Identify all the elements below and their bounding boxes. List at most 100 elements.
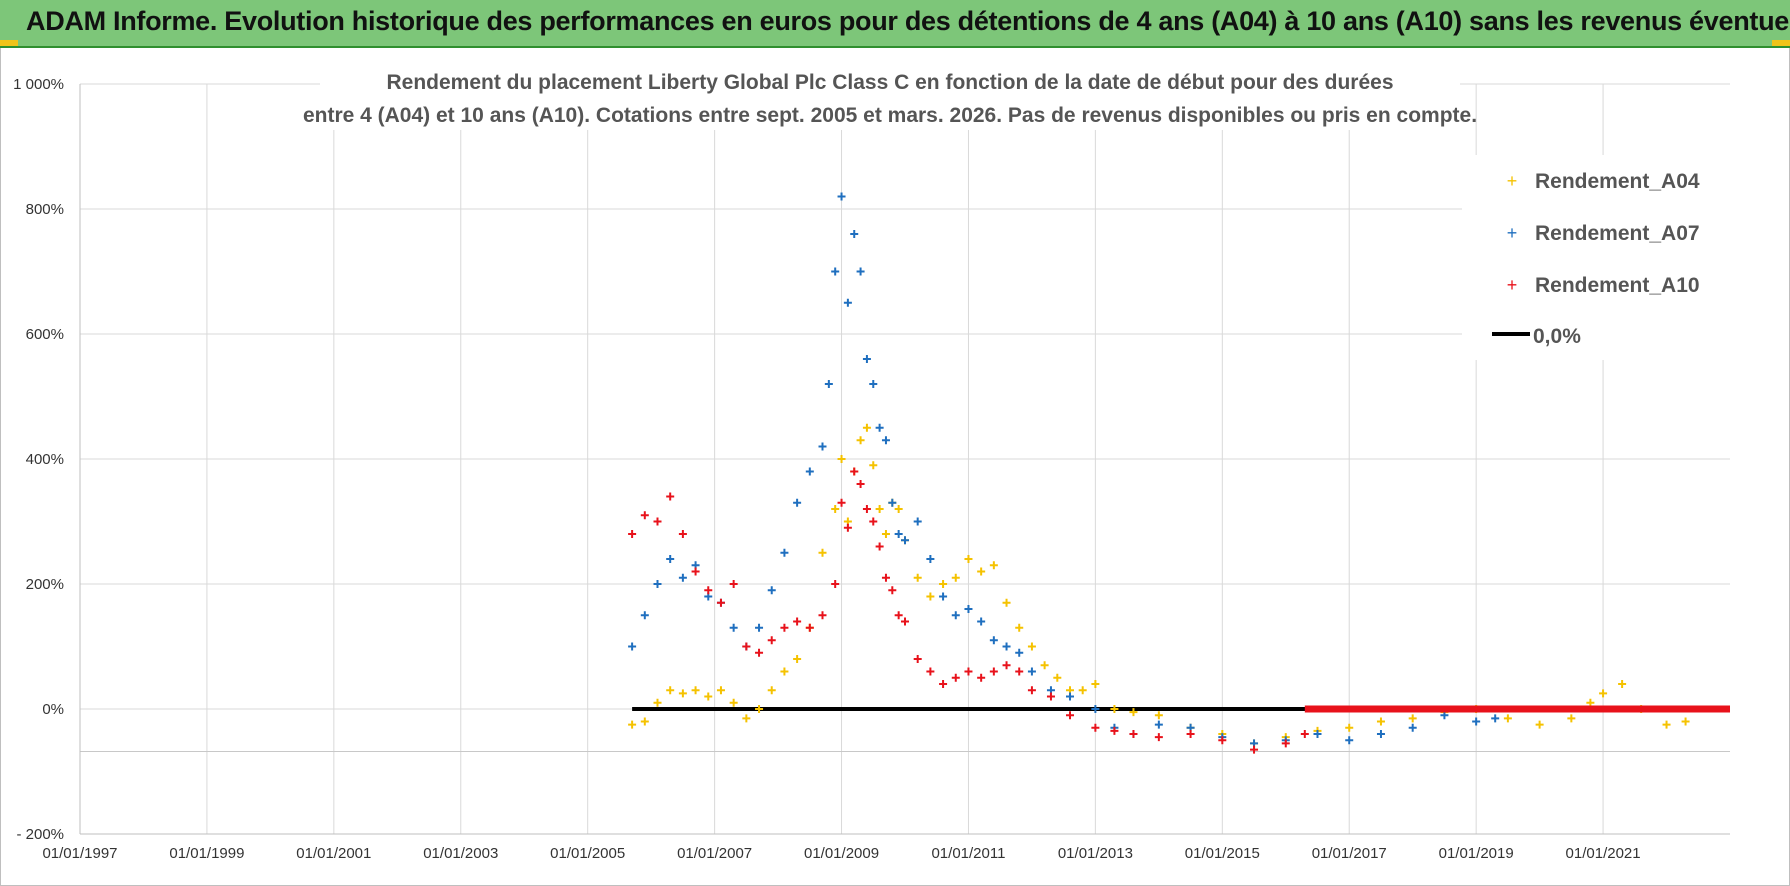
chart-title-line1: Rendement du placement Liberty Global Pl… bbox=[386, 71, 1393, 94]
data-point bbox=[1472, 717, 1481, 726]
report-title: ADAM Informe. Evolution historique des p… bbox=[26, 6, 1790, 36]
report-banner: ADAM Informe. Evolution historique des p… bbox=[0, 0, 1790, 48]
data-point bbox=[831, 267, 840, 276]
data-point bbox=[1066, 711, 1074, 720]
data-point bbox=[1618, 680, 1627, 688]
data-point bbox=[1218, 736, 1227, 745]
data-point bbox=[729, 623, 738, 632]
data-point bbox=[1129, 730, 1138, 738]
data-point bbox=[1091, 723, 1100, 732]
data-point bbox=[989, 636, 998, 645]
data-point bbox=[793, 498, 802, 507]
x-tick-label: 01/01/2017 bbox=[1312, 845, 1387, 862]
series-Rendement_A04 bbox=[628, 423, 1690, 748]
data-point bbox=[729, 698, 738, 707]
data-point bbox=[875, 423, 884, 432]
data-point bbox=[704, 586, 713, 595]
data-point bbox=[951, 573, 960, 582]
data-point bbox=[628, 642, 637, 651]
data-point bbox=[1110, 705, 1119, 713]
data-point bbox=[1027, 667, 1036, 676]
data-point bbox=[875, 505, 884, 513]
data-point bbox=[926, 555, 935, 563]
data-point bbox=[793, 655, 802, 663]
data-point bbox=[1408, 714, 1417, 723]
data-point bbox=[1066, 692, 1074, 701]
legend-a07-marker: + bbox=[1507, 223, 1518, 243]
data-point bbox=[780, 667, 789, 676]
data-point bbox=[1567, 714, 1576, 723]
data-point bbox=[1408, 723, 1417, 732]
data-point bbox=[767, 686, 776, 695]
data-point bbox=[951, 611, 960, 620]
data-point bbox=[1154, 733, 1163, 742]
data-point bbox=[1345, 736, 1354, 745]
legend-background bbox=[1462, 155, 1730, 360]
banner-corner-right bbox=[1772, 40, 1790, 46]
data-point bbox=[653, 698, 662, 707]
legend-a04-marker: + bbox=[1507, 171, 1518, 191]
data-point bbox=[1503, 714, 1512, 723]
data-point bbox=[742, 642, 751, 651]
data-point bbox=[767, 636, 776, 645]
data-point bbox=[869, 517, 878, 526]
data-point bbox=[1662, 720, 1671, 729]
data-point bbox=[1599, 689, 1608, 698]
data-point bbox=[1091, 705, 1100, 713]
data-point bbox=[678, 530, 687, 538]
data-point bbox=[989, 561, 998, 570]
x-tick-label: 01/01/1997 bbox=[42, 845, 117, 862]
data-point bbox=[831, 580, 840, 588]
data-point bbox=[856, 267, 865, 276]
x-tick-label: 01/01/2021 bbox=[1566, 845, 1641, 862]
data-point bbox=[1078, 686, 1087, 695]
data-point bbox=[881, 530, 890, 538]
data-point bbox=[977, 567, 986, 576]
data-point bbox=[1250, 745, 1259, 754]
data-point bbox=[894, 505, 903, 513]
y-tick-label: - 200% bbox=[16, 826, 64, 843]
data-point bbox=[850, 230, 859, 238]
data-point bbox=[1027, 642, 1036, 651]
data-point bbox=[1040, 661, 1049, 670]
data-point bbox=[977, 673, 986, 682]
data-point bbox=[964, 555, 973, 563]
y-tick-label: 1 000% bbox=[13, 76, 64, 93]
data-point bbox=[894, 611, 903, 620]
data-point bbox=[780, 548, 789, 557]
data-point bbox=[901, 617, 909, 626]
legend-a10-label: Rendement_A10 bbox=[1535, 274, 1700, 297]
data-point bbox=[831, 505, 840, 513]
series-layer bbox=[628, 192, 1730, 754]
data-point bbox=[640, 611, 649, 620]
data-point bbox=[818, 548, 827, 557]
data-point bbox=[755, 623, 764, 632]
data-point bbox=[640, 511, 649, 520]
data-point bbox=[939, 592, 948, 601]
data-point bbox=[939, 580, 948, 588]
data-point bbox=[678, 573, 687, 582]
x-tick-label: 01/01/2009 bbox=[804, 845, 879, 862]
x-tick-label: 01/01/2007 bbox=[677, 845, 752, 862]
data-point bbox=[1002, 661, 1011, 670]
data-point bbox=[716, 686, 725, 695]
data-point bbox=[862, 423, 871, 432]
banner-corner-left bbox=[0, 40, 18, 46]
data-point bbox=[856, 436, 865, 445]
data-point bbox=[1129, 708, 1138, 717]
data-point bbox=[755, 705, 764, 713]
data-point bbox=[805, 623, 814, 632]
data-point bbox=[716, 598, 725, 607]
data-point bbox=[1027, 686, 1036, 695]
data-point bbox=[964, 605, 973, 613]
data-point bbox=[729, 580, 738, 588]
data-point bbox=[793, 617, 802, 626]
data-point bbox=[843, 523, 852, 532]
data-point bbox=[1002, 598, 1011, 607]
data-point bbox=[1154, 711, 1163, 720]
data-point bbox=[780, 623, 789, 632]
data-point bbox=[881, 573, 890, 582]
data-point bbox=[939, 680, 948, 688]
